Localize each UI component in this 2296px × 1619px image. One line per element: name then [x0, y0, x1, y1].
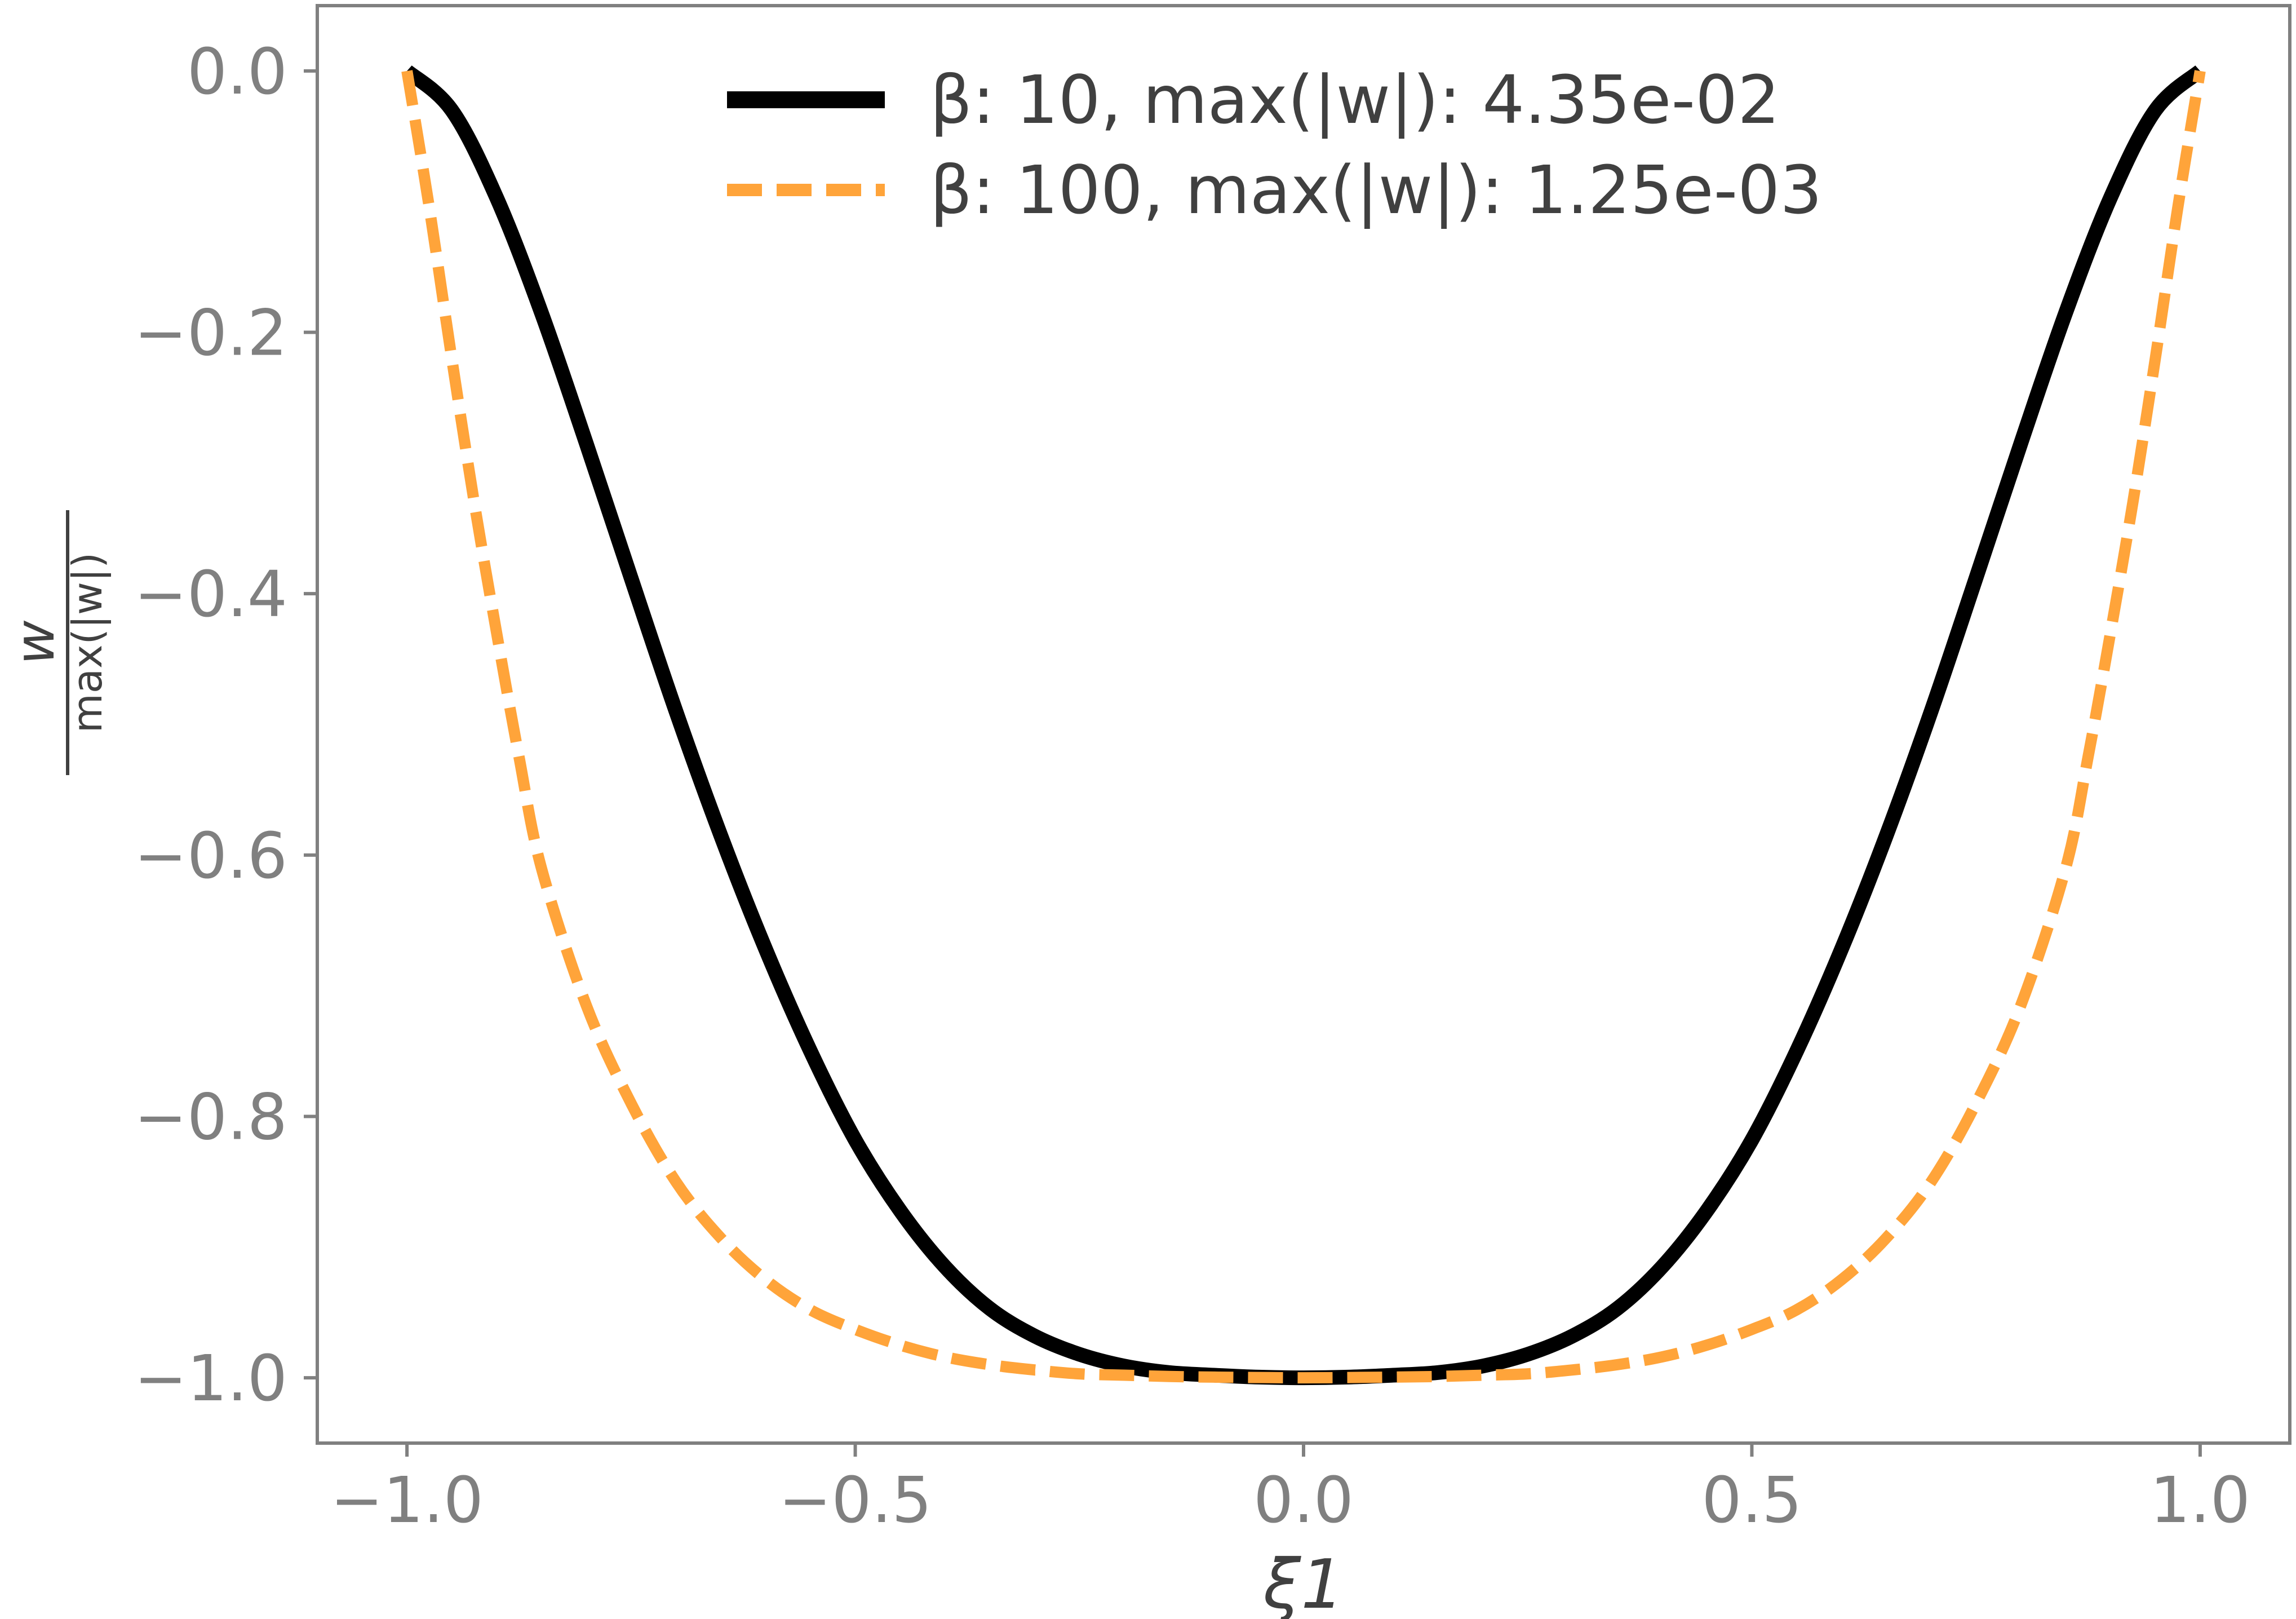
x-axis-label: ξ1 [1262, 1546, 1344, 1619]
y-tick-label: −0.2 [134, 297, 287, 370]
x-tick-label: 1.0 [2150, 1464, 2250, 1537]
legend-label-series-2: β: 100, max(|w|): 1.25e-03 [930, 151, 1822, 229]
y-axis-label: w max(|w|) [3, 510, 112, 775]
y-tick-label: −0.6 [134, 820, 287, 893]
x-tick-label: −1.0 [330, 1464, 484, 1537]
x-tick-label: 0.5 [1701, 1464, 1802, 1537]
x-axis-label-text: ξ1 [1262, 1546, 1344, 1619]
legend-label-series-1: β: 10, max(|w|): 4.35e-02 [930, 61, 1780, 139]
x-tick-label: −0.5 [779, 1464, 932, 1537]
y-axis-label-denominator: max(|w|) [64, 552, 112, 733]
y-tick-label: 0.0 [187, 36, 287, 109]
x-tick-label: 0.0 [1253, 1464, 1354, 1537]
series-line-2 [401, 70, 2206, 1384]
y-tick-label: −1.0 [134, 1342, 287, 1415]
ticks-layer: −1.0 −0.5 0.0 0.5 1.0 0.0 −0.2 −0.4 −0.6 −0.8 −1.0 [134, 36, 2250, 1537]
legend: β: 10, max(|w|): 4.35e-02 β: 100, max(|w… [727, 61, 1822, 229]
y-tick-label: −0.8 [134, 1081, 287, 1154]
y-axis-label-numerator: w [3, 620, 67, 665]
series-layer [401, 65, 2206, 1386]
y-tick-label: −0.4 [134, 558, 287, 631]
